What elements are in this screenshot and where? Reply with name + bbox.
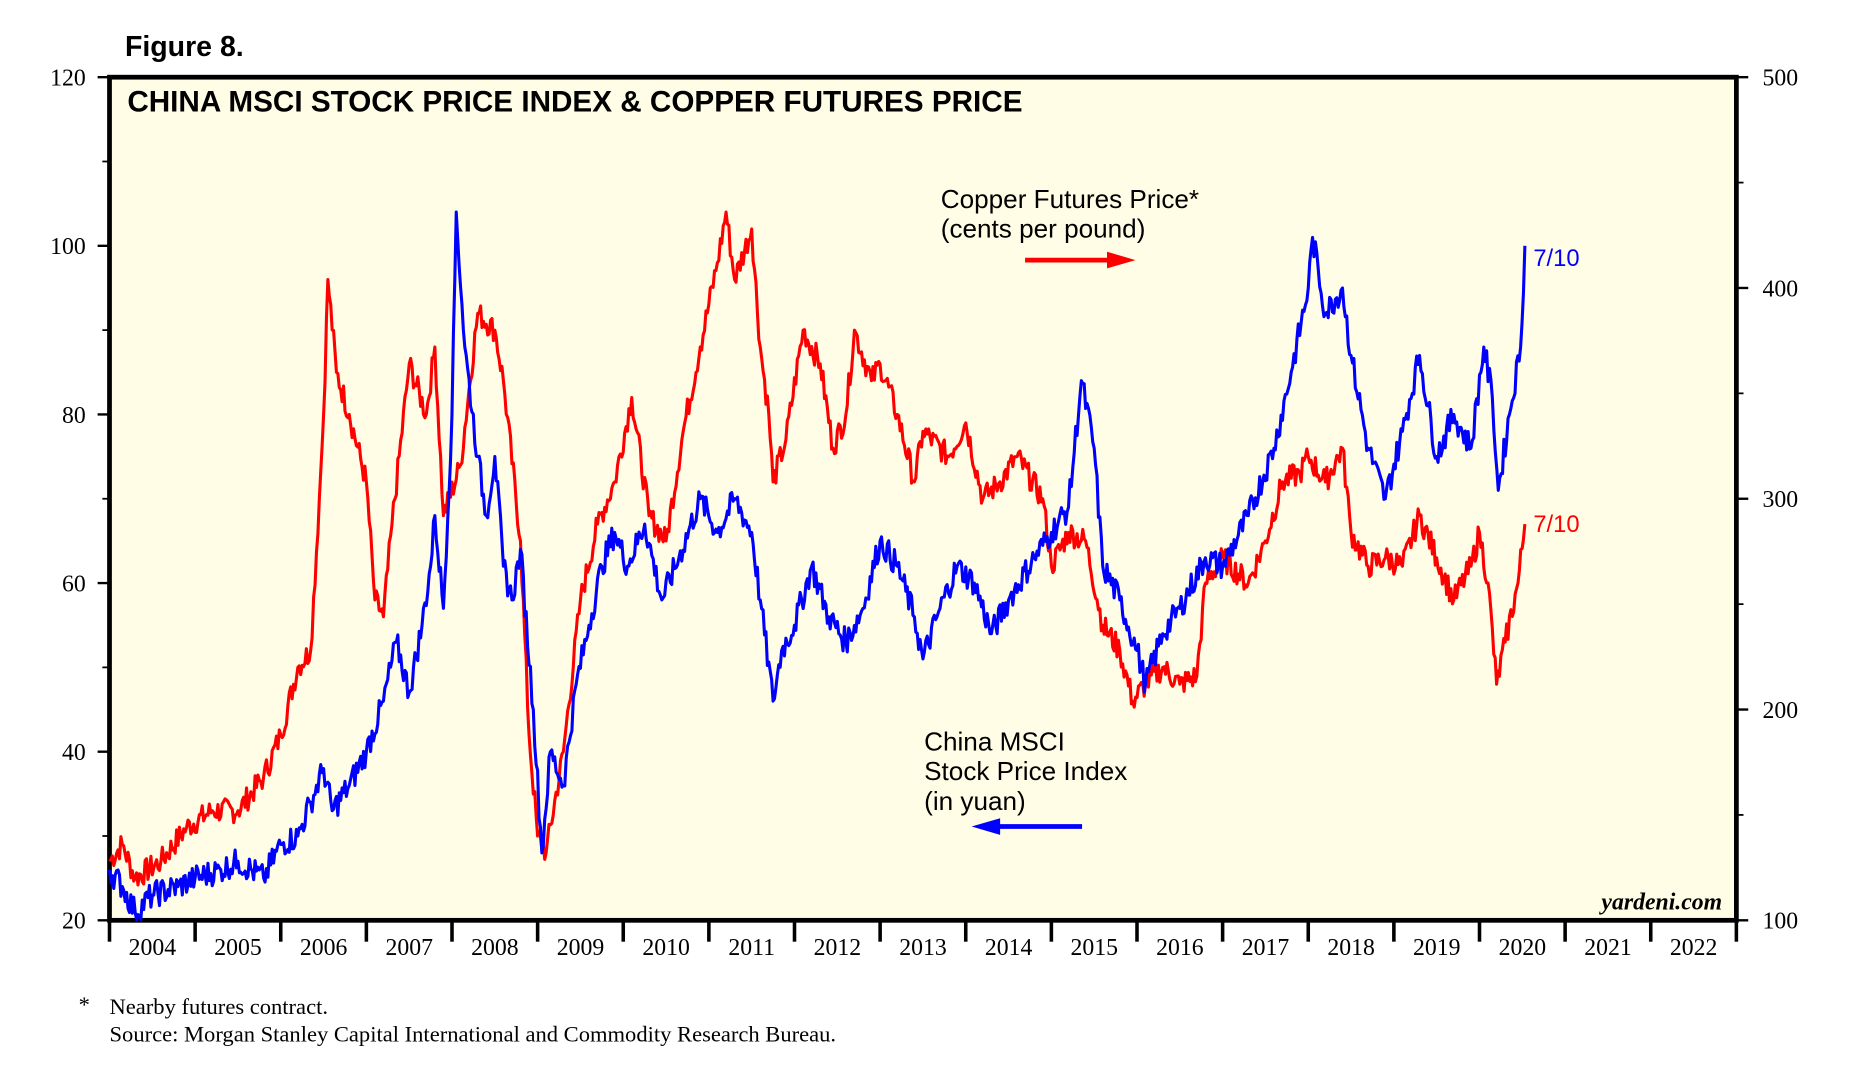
copper-series-line <box>108 210 1527 887</box>
msci-legend-line3: (in yuan) <box>924 786 1026 816</box>
copper-end-label: 7/10 <box>1533 511 1579 538</box>
left-tick-label: 100 <box>50 234 86 260</box>
x-tick-label: 2005 <box>214 935 262 961</box>
x-tick-label: 2021 <box>1584 935 1632 961</box>
left-tick-label: 60 <box>62 571 86 597</box>
x-tick-label: 2014 <box>985 935 1033 961</box>
series-layer <box>107 210 1527 922</box>
x-tick-label: 2020 <box>1499 935 1547 961</box>
x-tick-label: 2009 <box>557 935 605 961</box>
x-tick-label: 2018 <box>1327 935 1375 961</box>
right-tick-label: 400 <box>1763 276 1799 302</box>
x-tick-label: 2019 <box>1413 935 1461 961</box>
right-tick-label: 300 <box>1763 487 1799 513</box>
x-tick-label: 2010 <box>642 935 690 961</box>
left-tick-label: 120 <box>50 66 86 92</box>
left-tick-label: 40 <box>62 740 86 766</box>
left-arrow-icon <box>971 818 1083 835</box>
x-tick-label: 2008 <box>471 935 519 961</box>
x-axis: 2004 2005 2006 2007 2008 2009 2010 2011 2012 2013… <box>107 920 1739 961</box>
left-tick-label: 20 <box>62 909 86 935</box>
footnote-source: Source: Morgan Stanley Capital Internati… <box>110 1021 837 1046</box>
msci-series-line <box>107 210 1527 922</box>
x-tick-label: 2007 <box>385 935 433 961</box>
left-tick-label: 80 <box>62 403 86 429</box>
msci-end-label: 7/10 <box>1533 245 1579 272</box>
right-tick-label: 200 <box>1763 698 1799 724</box>
x-tick-label: 2022 <box>1670 935 1718 961</box>
x-tick-label: 2017 <box>1242 935 1290 961</box>
figure-label: Figure 8. <box>125 31 244 63</box>
msci-legend-line2: Stock Price Index <box>924 756 1127 786</box>
copper-legend-line2: (cents per pound) <box>941 214 1146 244</box>
plot-area <box>107 74 1739 923</box>
x-tick-label: 2016 <box>1156 935 1204 961</box>
right-axis: 100 200 300 400 500 <box>1736 66 1798 935</box>
x-tick-label: 2015 <box>1070 935 1118 961</box>
msci-legend-line1: China MSCI <box>924 727 1065 757</box>
x-tick-label: 2004 <box>129 935 177 961</box>
copper-legend-line1: Copper Futures Price* <box>941 184 1199 214</box>
left-axis: 20 40 60 80 100 120 <box>50 66 110 935</box>
chart-title: CHINA MSCI STOCK PRICE INDEX & COPPER FU… <box>127 86 1022 119</box>
right-tick-label: 500 <box>1763 66 1799 92</box>
x-tick-label: 2013 <box>899 935 947 961</box>
right-tick-label: 100 <box>1763 909 1799 935</box>
footnote-marker: * <box>79 992 90 1017</box>
watermark: yardeni.com <box>1598 890 1722 916</box>
footnote-note: Nearby futures contract. <box>110 994 328 1019</box>
x-tick-label: 2012 <box>814 935 862 961</box>
x-tick-label: 2011 <box>728 935 775 961</box>
right-arrow-icon <box>1025 251 1136 269</box>
x-tick-label: 2006 <box>300 935 348 961</box>
